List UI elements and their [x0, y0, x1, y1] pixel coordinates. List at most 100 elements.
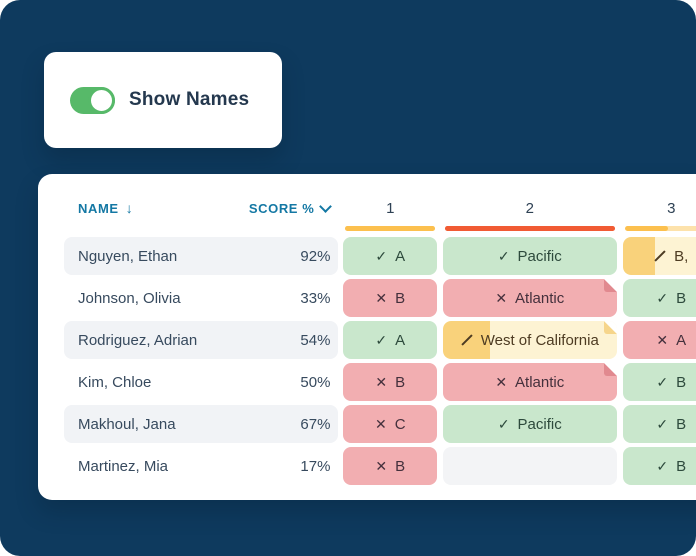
x-icon: ✕ [495, 290, 508, 306]
table-header-row: NAME ↓ SCORE % 1 2 [38, 174, 696, 231]
answer-cell[interactable]: ✕ A [622, 321, 696, 359]
answer-text: Atlantic [515, 289, 565, 307]
table-row: Makhoul, Jana 67% ✕ C ✓ Pacific ✓ B [64, 405, 696, 443]
answer-text: C [394, 415, 406, 433]
answer-text: B [395, 457, 406, 475]
question-2-header[interactable]: 2 [443, 200, 617, 231]
answer-text: B [676, 457, 687, 475]
answer-cell-with-note[interactable]: ✕ Atlantic [443, 363, 617, 401]
student-score: 50% [300, 373, 331, 391]
check-icon: ✓ [656, 458, 669, 474]
answer-text: B [676, 415, 687, 433]
answer-text: A [395, 331, 406, 349]
answer-text: B [676, 289, 687, 307]
answer-cell-empty[interactable] [443, 447, 617, 485]
table-row: Johnson, Olivia 33% ✕ B ✕ Atlantic ✓ B [64, 279, 696, 317]
results-table-card: NAME ↓ SCORE % 1 2 [38, 174, 696, 500]
check-icon: ✓ [497, 248, 510, 264]
answer-text: Pacific [517, 415, 562, 433]
question-1-result-bar-fill [345, 226, 436, 231]
chevron-down-icon [319, 199, 333, 213]
student-name: Johnson, Olivia [78, 289, 181, 307]
student-name: Martinez, Mia [78, 457, 169, 475]
student-cell: Nguyen, Ethan 92% [64, 237, 339, 275]
x-icon: ✕ [375, 374, 388, 390]
student-score: 67% [300, 415, 331, 433]
answer-cell[interactable]: ✕ C [343, 405, 438, 443]
answer-cell[interactable]: ✓ B [622, 447, 696, 485]
x-icon: ✕ [495, 374, 508, 390]
score-sort-header[interactable]: SCORE % [248, 199, 333, 216]
student-score: 92% [300, 247, 331, 265]
question-3-header[interactable]: 3 [623, 200, 696, 231]
student-name: Kim, Chloe [78, 373, 152, 391]
student-name: Rodriguez, Adrian [78, 331, 198, 349]
answer-cell[interactable]: ✕ B [343, 447, 438, 485]
check-icon: ✓ [497, 416, 510, 432]
student-score: 17% [300, 457, 331, 475]
answer-text: West of California [480, 331, 599, 349]
answer-cell-with-note[interactable]: West of California [443, 321, 617, 359]
answer-text: B [395, 289, 406, 307]
check-icon: ✓ [656, 290, 669, 306]
show-names-label: Show Names [129, 89, 250, 110]
student-name: Makhoul, Jana [78, 415, 176, 433]
answer-cell[interactable]: ✓ Pacific [443, 405, 617, 443]
question-1-label: 1 [386, 200, 395, 217]
question-2-label: 2 [525, 200, 534, 217]
answer-text: Pacific [517, 247, 562, 265]
student-cell: Johnson, Olivia 33% [64, 279, 338, 317]
question-3-label: 3 [667, 200, 676, 217]
answer-cell[interactable]: B, [622, 237, 696, 275]
table-body: Nguyen, Ethan 92% ✓ A ✓ Pacific B, [38, 231, 696, 485]
name-header-label: NAME [78, 200, 119, 216]
answer-cell[interactable]: ✓ A [343, 237, 438, 275]
toggle-knob-icon [88, 86, 115, 114]
student-cell: Kim, Chloe 50% [64, 363, 338, 401]
show-names-toggle[interactable] [70, 86, 115, 114]
partial-credit-fill [622, 237, 655, 275]
answer-cell[interactable]: ✕ B [343, 363, 438, 401]
student-cell: Rodriguez, Adrian 54% [64, 321, 339, 359]
name-score-header: NAME ↓ SCORE % [64, 199, 338, 216]
student-score: 54% [300, 331, 331, 349]
answer-text: A [395, 247, 406, 265]
answer-cell[interactable]: ✓ B [622, 405, 696, 443]
answer-text: Atlantic [515, 373, 565, 391]
show-names-card: Show Names [44, 52, 282, 148]
question-2-result-bar-fill [445, 226, 615, 231]
answer-cell[interactable]: ✕ B [343, 279, 438, 317]
partial-icon [654, 250, 666, 262]
answer-text: B [676, 373, 687, 391]
answer-text: B [395, 373, 406, 391]
answer-cell[interactable]: ✓ B [622, 363, 696, 401]
question-3-result-bar-fill [624, 226, 668, 231]
x-icon: ✕ [375, 290, 388, 306]
check-icon: ✓ [375, 248, 388, 264]
answer-cell[interactable]: ✓ Pacific [443, 237, 617, 275]
student-cell: Martinez, Mia 17% [64, 447, 338, 485]
check-icon: ✓ [656, 374, 669, 390]
sort-arrow-down-icon: ↓ [125, 200, 134, 216]
table-row: Martinez, Mia 17% ✕ B ✓ B [64, 447, 696, 485]
score-header-label: SCORE % [248, 200, 315, 216]
answer-text: A [676, 331, 687, 349]
x-icon: ✕ [375, 458, 388, 474]
partial-icon [461, 334, 473, 346]
answer-cell[interactable]: ✓ A [343, 321, 438, 359]
answer-cell[interactable]: ✓ B [622, 279, 696, 317]
question-3-result-bar [624, 226, 696, 231]
check-icon: ✓ [375, 332, 388, 348]
answer-text: B, [674, 247, 689, 265]
name-sort-header[interactable]: NAME ↓ [78, 200, 133, 216]
student-cell: Makhoul, Jana 67% [64, 405, 339, 443]
question-1-header[interactable]: 1 [343, 200, 437, 231]
x-icon: ✕ [656, 332, 669, 348]
check-icon: ✓ [656, 416, 669, 432]
question-1-result-bar [345, 226, 436, 231]
table-row: Kim, Chloe 50% ✕ B ✕ Atlantic ✓ B [64, 363, 696, 401]
student-name: Nguyen, Ethan [78, 247, 178, 265]
question-2-result-bar [445, 226, 615, 231]
answer-cell-with-note[interactable]: ✕ Atlantic [443, 279, 617, 317]
